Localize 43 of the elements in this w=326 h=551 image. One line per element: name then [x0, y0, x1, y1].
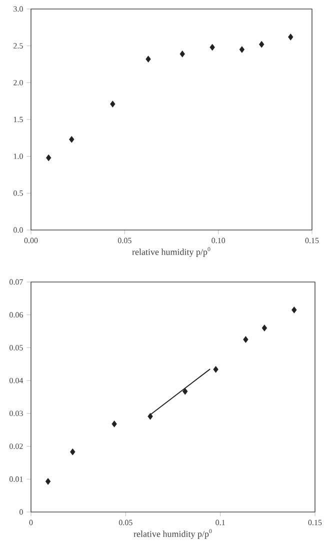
- point: [69, 136, 74, 143]
- point: [146, 56, 151, 62]
- y-tick-label: 0.03: [9, 410, 23, 416]
- point: [259, 40, 264, 48]
- y-tick-label: 0.07: [9, 279, 23, 285]
- point: [110, 100, 116, 108]
- y-tick-label: 1.0: [14, 154, 23, 160]
- point: [239, 46, 245, 53]
- y-tick-label: 2.5: [14, 43, 23, 49]
- x-tick-label: 0.1: [216, 520, 225, 526]
- point: [292, 306, 297, 314]
- point: [112, 420, 117, 428]
- y-tick-label: 0.04: [9, 378, 24, 384]
- y-tick-label: 0.01: [9, 476, 23, 482]
- point: [213, 366, 218, 373]
- x-tick-label: 0.05: [118, 238, 132, 244]
- y-tick-label: 2.0: [14, 80, 23, 86]
- y-tick-label: 0.06: [9, 312, 23, 318]
- x-tick-label: 0.10: [212, 238, 226, 244]
- x-tick-label: 0: [29, 520, 33, 526]
- y-tick-label: 3.0: [14, 6, 23, 12]
- x-tick-label: 0.15: [308, 520, 322, 526]
- point: [148, 412, 153, 420]
- point: [262, 324, 268, 332]
- x-tick-label: 0.15: [305, 238, 319, 244]
- point: [243, 336, 248, 343]
- point: [45, 478, 51, 485]
- point: [180, 50, 185, 58]
- y-tick-label: 0.05: [9, 345, 23, 350]
- y-tick-label: 1.5: [14, 116, 23, 122]
- point: [182, 388, 188, 395]
- point: [46, 154, 52, 162]
- x-axis-title: relative humidity p/p$^{0}$: [132, 247, 210, 257]
- y-tick-label: 0: [19, 509, 23, 515]
- y-tick-label: 0.02: [9, 444, 23, 449]
- point: [210, 44, 215, 51]
- point: [288, 34, 294, 40]
- x-tick-label: 0.00: [24, 238, 38, 244]
- y-tick-label: 0.0: [13, 227, 23, 233]
- x-axis-title: relative humidity p/p$^{0}$: [134, 529, 212, 539]
- x-tick-label: 0.05: [118, 520, 132, 526]
- point: [70, 448, 76, 456]
- y-tick-label: 0.5: [13, 190, 23, 196]
